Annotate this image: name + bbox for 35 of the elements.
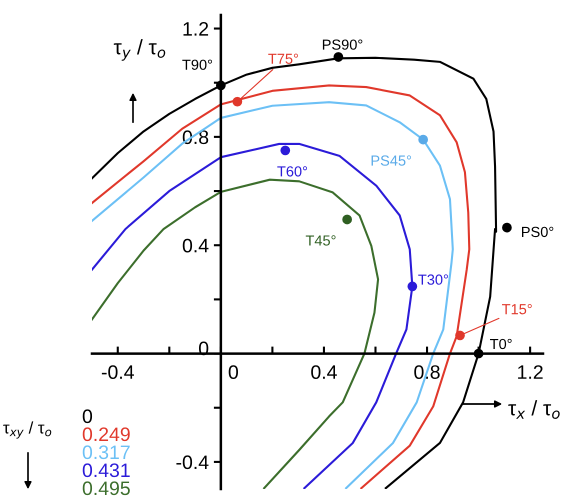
- annotation: PS45°: [372, 155, 412, 166]
- legend-title: τ$_{xy}$ / τ$_{o}$: [3, 421, 52, 439]
- point: [407, 282, 418, 292]
- point: [502, 222, 512, 232]
- y-tick-label: 1.2: [184, 22, 208, 36]
- annotation: T30°: [418, 274, 448, 285]
- text: 0.495: [82, 481, 130, 496]
- point: [474, 348, 484, 358]
- annotation: T75°: [268, 54, 298, 64]
- x-tick-label: -0.4: [102, 365, 134, 379]
- text: 0: [82, 409, 92, 424]
- text: 0.431: [82, 463, 130, 478]
- point: [342, 214, 352, 224]
- y-tick-label: 0.4: [182, 238, 208, 252]
- x-tick-label: 0: [228, 365, 238, 379]
- text: 0.249: [82, 427, 130, 442]
- annotation: T15°: [502, 304, 532, 314]
- point: [418, 134, 428, 144]
- x-tick-label: 0.4: [311, 365, 337, 379]
- point: [216, 80, 226, 90]
- point: [334, 52, 344, 62]
- annotation: T90°: [182, 60, 212, 70]
- point: [455, 330, 465, 340]
- text: 0.317: [82, 445, 130, 460]
- annotation: T45°: [306, 235, 336, 246]
- annotation: T60°: [277, 166, 308, 177]
- annotation: PS90°: [322, 39, 362, 50]
- annotation: PS0°: [522, 226, 554, 238]
- y-axis-title: τ$_{y}$ / τ$_{o}$: [114, 39, 166, 61]
- annotation: T0°: [490, 338, 512, 350]
- x-axis-title: τ$_{x}$ / τ$_{o}$: [508, 400, 560, 419]
- point: [232, 96, 242, 107]
- x-tick-label: 1.2: [518, 365, 543, 379]
- y-tick-label: -0.4: [176, 455, 208, 470]
- point: [280, 146, 290, 156]
